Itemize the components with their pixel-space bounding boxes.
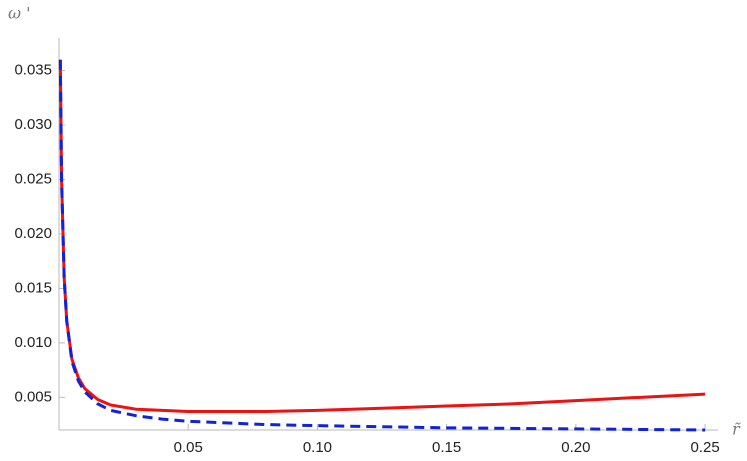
y-axis-label: ω ' (8, 4, 31, 23)
x-tick-label: 0.15 (432, 439, 461, 456)
y-tick-label: 0.030 (14, 116, 52, 133)
x-axis-label: r̃ (732, 420, 741, 439)
x-tick-label: 0.10 (303, 439, 332, 456)
x-tick-label: 0.25 (690, 439, 719, 456)
y-tick-label: 0.010 (14, 334, 52, 351)
y-tick-label: 0.005 (14, 388, 52, 405)
series-line (58, 59, 706, 432)
x-tick-label: 0.05 (174, 439, 203, 456)
y-tick-label: 0.035 (14, 62, 52, 79)
y-tick-label: 0.020 (14, 225, 52, 242)
y-tick-label: 0.025 (14, 171, 52, 188)
x-tick-label: 0.20 (561, 439, 590, 456)
series-line (58, 59, 706, 413)
y-tick-label: 0.015 (14, 279, 52, 296)
